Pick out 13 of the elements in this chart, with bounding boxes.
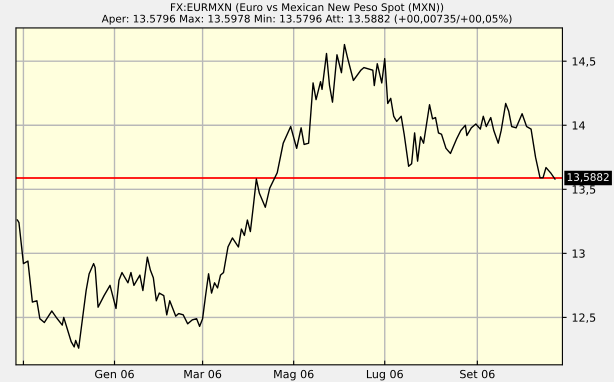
x-tick-label: Set 06 (460, 370, 495, 378)
y-tick-label: 14,5 (572, 57, 596, 67)
x-tick-label: Lug 06 (366, 370, 403, 380)
x-tick-label: Gen 06 (95, 370, 134, 378)
chart-subtitle: Aper: 13.5796 Max: 13.5978 Min: 13.5796 Att: 13.5882 (+00,00735/+00,05%) (102, 14, 512, 25)
y-tick-label: 12,5 (572, 313, 596, 323)
x-tick-label: Mar 06 (184, 370, 222, 378)
x-tick-label: Mag 06 (274, 370, 314, 380)
ref-line-label: 13,5882 (568, 173, 609, 182)
y-tick-label: 13 (572, 249, 585, 258)
y-tick-label: 14 (572, 121, 585, 130)
chart-title: FX:EURMXN (Euro vs Mexican New Peso Spot (MXN)) (171, 3, 444, 14)
y-tick-label: 13,5 (572, 185, 596, 195)
